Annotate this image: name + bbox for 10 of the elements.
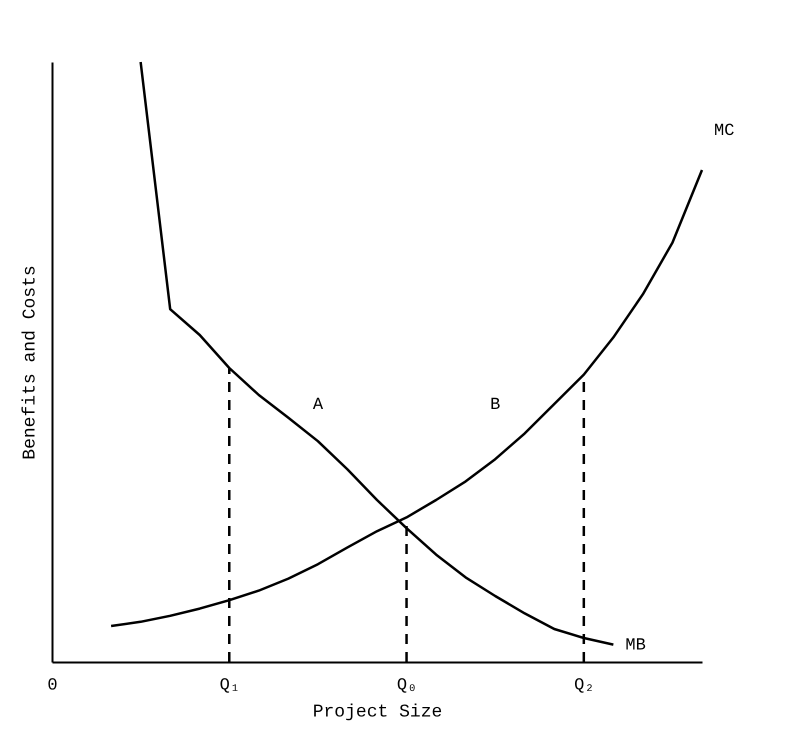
x-tick-label: Q₂ bbox=[574, 676, 595, 696]
x-tick-label: Q₀ bbox=[396, 676, 418, 696]
x-tick-label: 0 bbox=[47, 676, 58, 696]
annotation: A bbox=[312, 396, 324, 415]
series-label: MC bbox=[714, 122, 734, 141]
x-tick-label: Q₁ bbox=[220, 676, 240, 696]
series-label: MB bbox=[625, 636, 646, 656]
annotation: B bbox=[490, 396, 500, 415]
y-axis-title: Benefits and Costs bbox=[20, 265, 40, 460]
x-axis-title: Project Size bbox=[312, 702, 442, 722]
